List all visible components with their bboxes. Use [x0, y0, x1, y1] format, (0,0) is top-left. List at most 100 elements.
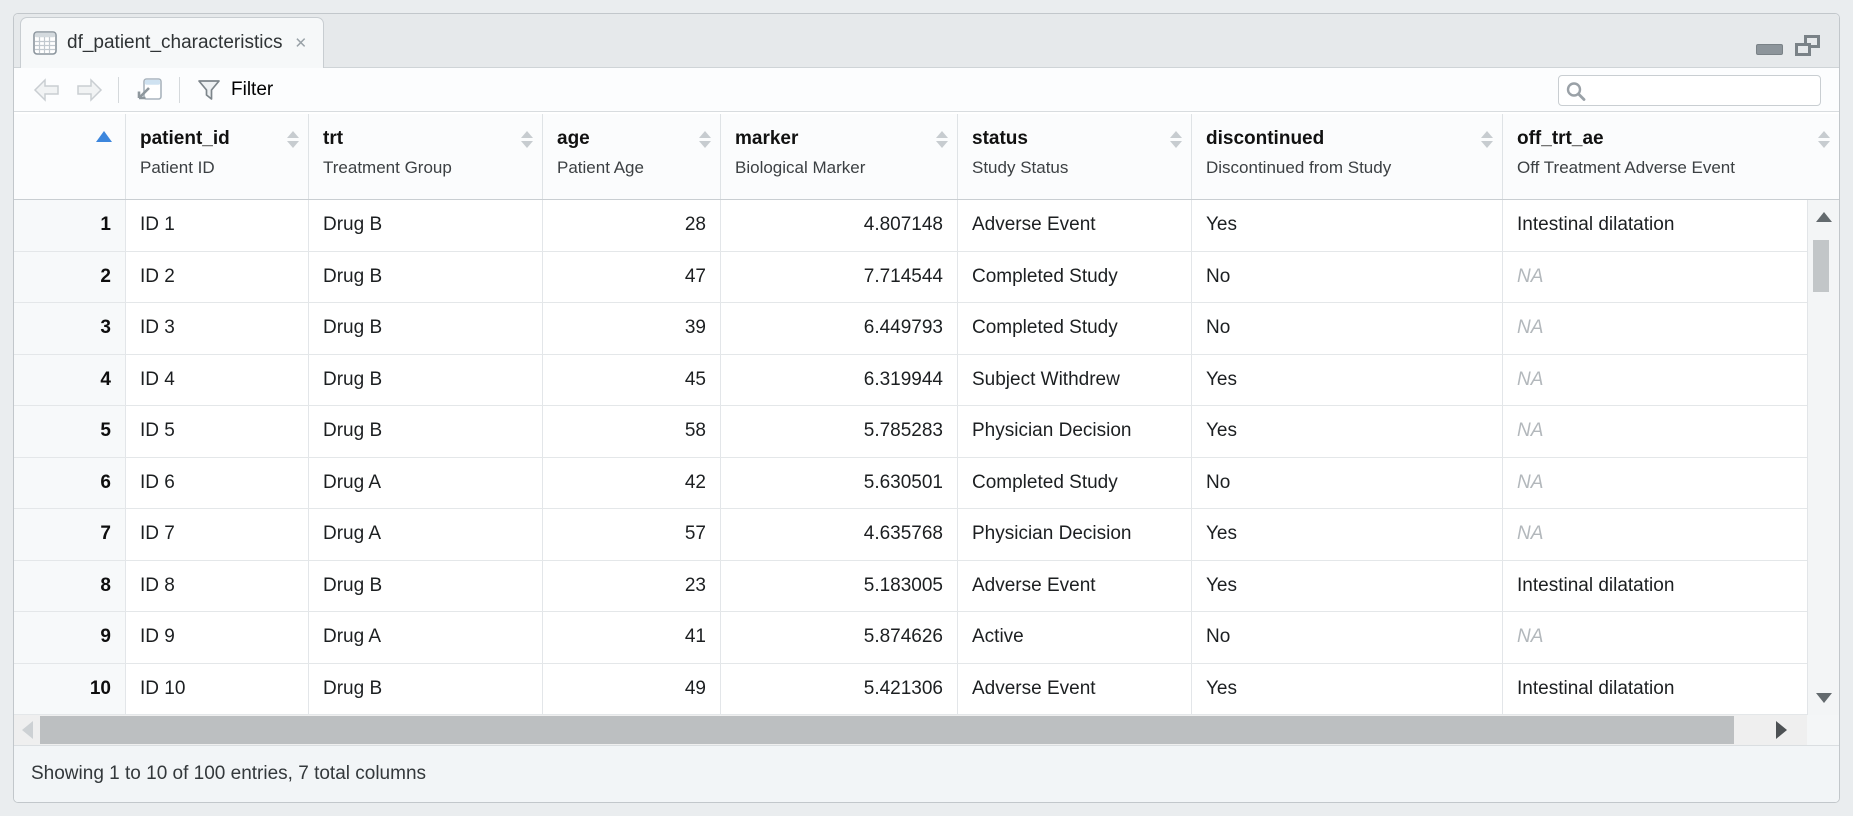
cell: NA — [1502, 354, 1839, 405]
tab-title: df_patient_characteristics — [67, 32, 283, 53]
table-row: 6 ID 6 Drug A 42 5.630501 Completed Study No NA — [14, 457, 1839, 509]
cell: NA — [1502, 406, 1839, 457]
open-in-new-window-button[interactable] — [127, 73, 171, 107]
sort-arrows-icon[interactable] — [1818, 131, 1830, 148]
cell: Drug B — [308, 663, 542, 714]
data-viewer-pane: df_patient_characteristics ✕ — [13, 13, 1840, 803]
horizontal-scrollbar[interactable] — [14, 715, 1839, 745]
cell: NA — [1502, 303, 1839, 354]
cell: Adverse Event — [957, 560, 1191, 611]
column-description: Patient Age — [557, 158, 644, 177]
cell: ID 5 — [125, 406, 308, 457]
cell: Yes — [1191, 200, 1502, 251]
cell: 5.421306 — [720, 663, 957, 714]
tab-bar: df_patient_characteristics ✕ — [14, 14, 1839, 68]
cell: 6.319944 — [720, 354, 957, 405]
cell: 39 — [542, 303, 720, 354]
column-header-marker[interactable]: marker Biological Marker — [720, 114, 957, 199]
scrollbar-corner — [1807, 715, 1839, 745]
cell: NA — [1502, 612, 1839, 663]
close-icon[interactable]: ✕ — [294, 35, 308, 52]
row-number: 6 — [14, 457, 125, 508]
vertical-scrollbar[interactable] — [1807, 200, 1839, 715]
filter-button[interactable]: Filter — [188, 73, 281, 107]
column-header-trt[interactable]: trt Treatment Group — [308, 114, 542, 199]
popout-window-icon — [137, 77, 162, 100]
column-header-status[interactable]: status Study Status — [957, 114, 1191, 199]
column-name: marker — [735, 128, 799, 149]
cell: Drug B — [308, 251, 542, 302]
table-row: 3 ID 3 Drug B 39 6.449793 Completed Study No NA — [14, 303, 1839, 355]
sort-arrows-icon[interactable] — [936, 131, 948, 148]
scroll-down-icon[interactable] — [1815, 693, 1832, 703]
column-name: patient_id — [140, 128, 230, 149]
cell: Yes — [1191, 509, 1502, 560]
cell: Drug A — [308, 612, 542, 663]
scroll-left-icon[interactable] — [22, 721, 33, 739]
forward-button[interactable] — [68, 73, 110, 107]
cell: 41 — [542, 612, 720, 663]
cell: Intestinal dilatation — [1502, 200, 1839, 251]
maximize-icon — [1795, 43, 1811, 56]
horizontal-scrollbar-thumb[interactable] — [40, 716, 1734, 744]
cell: Drug A — [308, 457, 542, 508]
row-number: 4 — [14, 354, 125, 405]
cell: 57 — [542, 509, 720, 560]
cell: Physician Decision — [957, 406, 1191, 457]
cell: 4.635768 — [720, 509, 957, 560]
cell: Yes — [1191, 354, 1502, 405]
column-description: Study Status — [972, 158, 1069, 177]
maximize-button[interactable] — [1795, 35, 1820, 56]
column-description: Patient ID — [140, 158, 215, 177]
sort-arrows-icon[interactable] — [521, 131, 533, 148]
cell: 28 — [542, 200, 720, 251]
forward-arrow-icon — [77, 77, 103, 102]
column-header-rownum[interactable] — [14, 114, 125, 199]
header-row: patient_id Patient ID trt Treatment Group ag… — [14, 114, 1839, 200]
column-header-off_trt_ae[interactable]: off_trt_ae Off Treatment Adverse Event — [1502, 114, 1839, 199]
table-row: 10 ID 10 Drug B 49 5.421306 Adverse Event Yes I… — [14, 663, 1839, 715]
back-button[interactable] — [26, 73, 68, 107]
column-name: discontinued — [1206, 128, 1325, 149]
vertical-scrollbar-thumb[interactable] — [1813, 240, 1829, 292]
column-header-discontinued[interactable]: discontinued Discontinued from Study — [1191, 114, 1502, 199]
scroll-right-icon[interactable] — [1776, 721, 1787, 739]
row-number: 8 — [14, 560, 125, 611]
sort-arrows-icon[interactable] — [699, 131, 711, 148]
table-row: 7 ID 7 Drug A 57 4.635768 Physician Decision Y… — [14, 509, 1839, 561]
minimize-button[interactable] — [1756, 44, 1783, 55]
cell: 5.630501 — [720, 457, 957, 508]
cell: Completed Study — [957, 303, 1191, 354]
column-header-age[interactable]: age Patient Age — [542, 114, 720, 199]
cell: 6.449793 — [720, 303, 957, 354]
cell: 49 — [542, 663, 720, 714]
search-icon — [1566, 81, 1586, 101]
column-description: Off Treatment Adverse Event — [1517, 158, 1735, 177]
column-name: age — [557, 128, 590, 149]
cell: No — [1191, 303, 1502, 354]
table-row: 9 ID 9 Drug A 41 5.874626 Active No NA — [14, 612, 1839, 664]
scroll-up-icon[interactable] — [1815, 212, 1832, 222]
cell: 58 — [542, 406, 720, 457]
search-box — [1558, 75, 1821, 106]
cell: 5.785283 — [720, 406, 957, 457]
cell: Intestinal dilatation — [1502, 663, 1839, 714]
sort-arrows-icon[interactable] — [1481, 131, 1493, 148]
filter-label: Filter — [231, 78, 274, 100]
cell: ID 7 — [125, 509, 308, 560]
sort-arrows-icon[interactable] — [1170, 131, 1182, 148]
cell: Drug B — [308, 406, 542, 457]
table-row: 8 ID 8 Drug B 23 5.183005 Adverse Event Yes Int… — [14, 560, 1839, 612]
cell: ID 3 — [125, 303, 308, 354]
status-bar: Showing 1 to 10 of 100 entries, 7 total … — [14, 745, 1839, 802]
cell: Drug B — [308, 560, 542, 611]
cell: No — [1191, 457, 1502, 508]
sort-arrows-icon[interactable] — [287, 131, 299, 148]
row-number: 3 — [14, 303, 125, 354]
tab-df-patient-characteristics[interactable]: df_patient_characteristics ✕ — [20, 17, 325, 68]
cell: NA — [1502, 251, 1839, 302]
column-header-patient_id[interactable]: patient_id Patient ID — [125, 114, 308, 199]
search-input[interactable] — [1593, 76, 1820, 105]
back-arrow-icon — [33, 77, 59, 102]
row-number: 9 — [14, 612, 125, 663]
